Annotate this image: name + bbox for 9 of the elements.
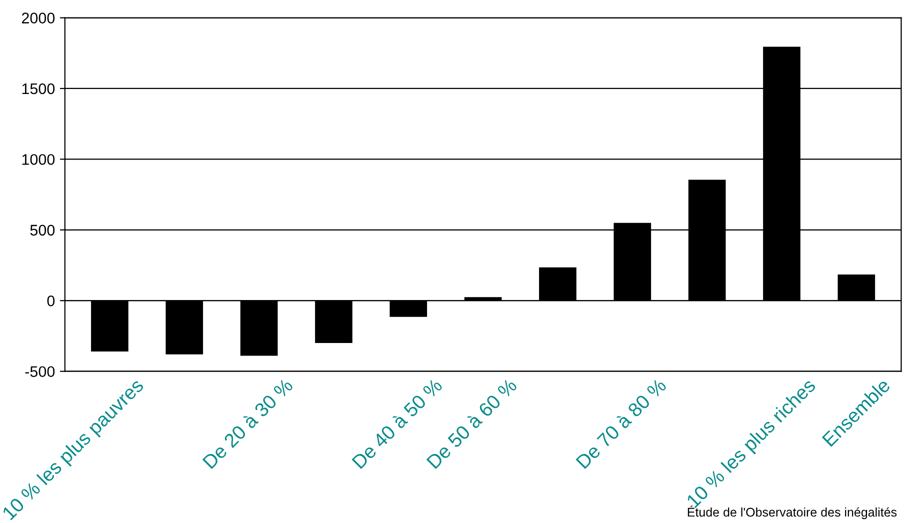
y-tick-label: 0 xyxy=(47,295,55,306)
y-tick-label: 2000 xyxy=(22,12,55,24)
x-tick-label: De 20 à 30 % xyxy=(202,377,294,470)
y-tick-label: 1000 xyxy=(22,154,55,165)
x-tick-label: De 70 à 80 % xyxy=(575,377,668,470)
y-tick-label: -500 xyxy=(25,366,55,378)
y-tick-label: 500 xyxy=(30,224,55,236)
y-tick-label: 1500 xyxy=(22,83,55,94)
text: Étude de l'Observatoire des inégalités xyxy=(688,506,897,520)
